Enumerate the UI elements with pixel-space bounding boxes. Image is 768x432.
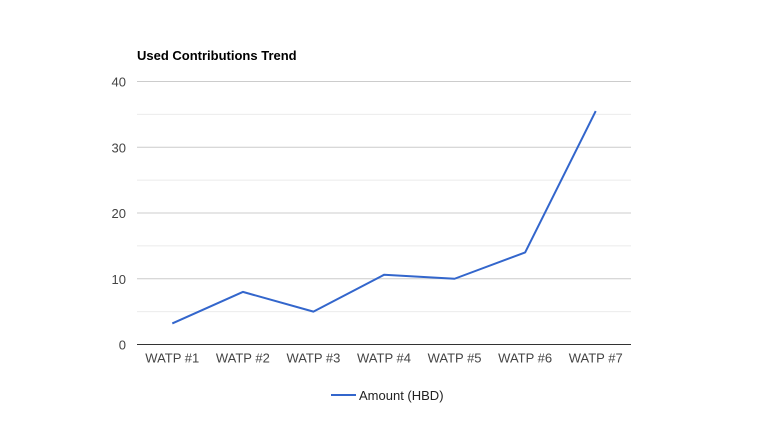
y-tick-label: 10 <box>112 272 126 287</box>
axes: 0 10 20 30 40 WATP #1 WATP #2 WATP #3 WATP #4 WAT… <box>112 75 631 366</box>
x-tick-label: WATP #6 <box>498 351 552 366</box>
y-tick-label: 40 <box>112 75 126 90</box>
x-tick-label: WATP #4 <box>357 351 411 366</box>
x-tick-label: WATP #7 <box>569 351 623 366</box>
series-lines <box>171 110 597 325</box>
gridlines <box>137 81 631 313</box>
y-tick-label: 30 <box>112 140 126 155</box>
x-tick-label: WATP #3 <box>286 351 340 366</box>
x-tick-label: WATP #2 <box>216 351 270 366</box>
x-tick-label: WATP #5 <box>428 351 482 366</box>
legend-label: Amount (HBD) <box>359 388 444 403</box>
x-tick-label: WATP #1 <box>145 351 199 366</box>
chart-title: Used Contributions Trend <box>137 48 297 63</box>
legend: Amount (HBD) <box>331 388 444 403</box>
series-line <box>171 110 597 325</box>
y-tick-label: 0 <box>119 338 126 353</box>
y-tick-label: 20 <box>112 206 126 221</box>
